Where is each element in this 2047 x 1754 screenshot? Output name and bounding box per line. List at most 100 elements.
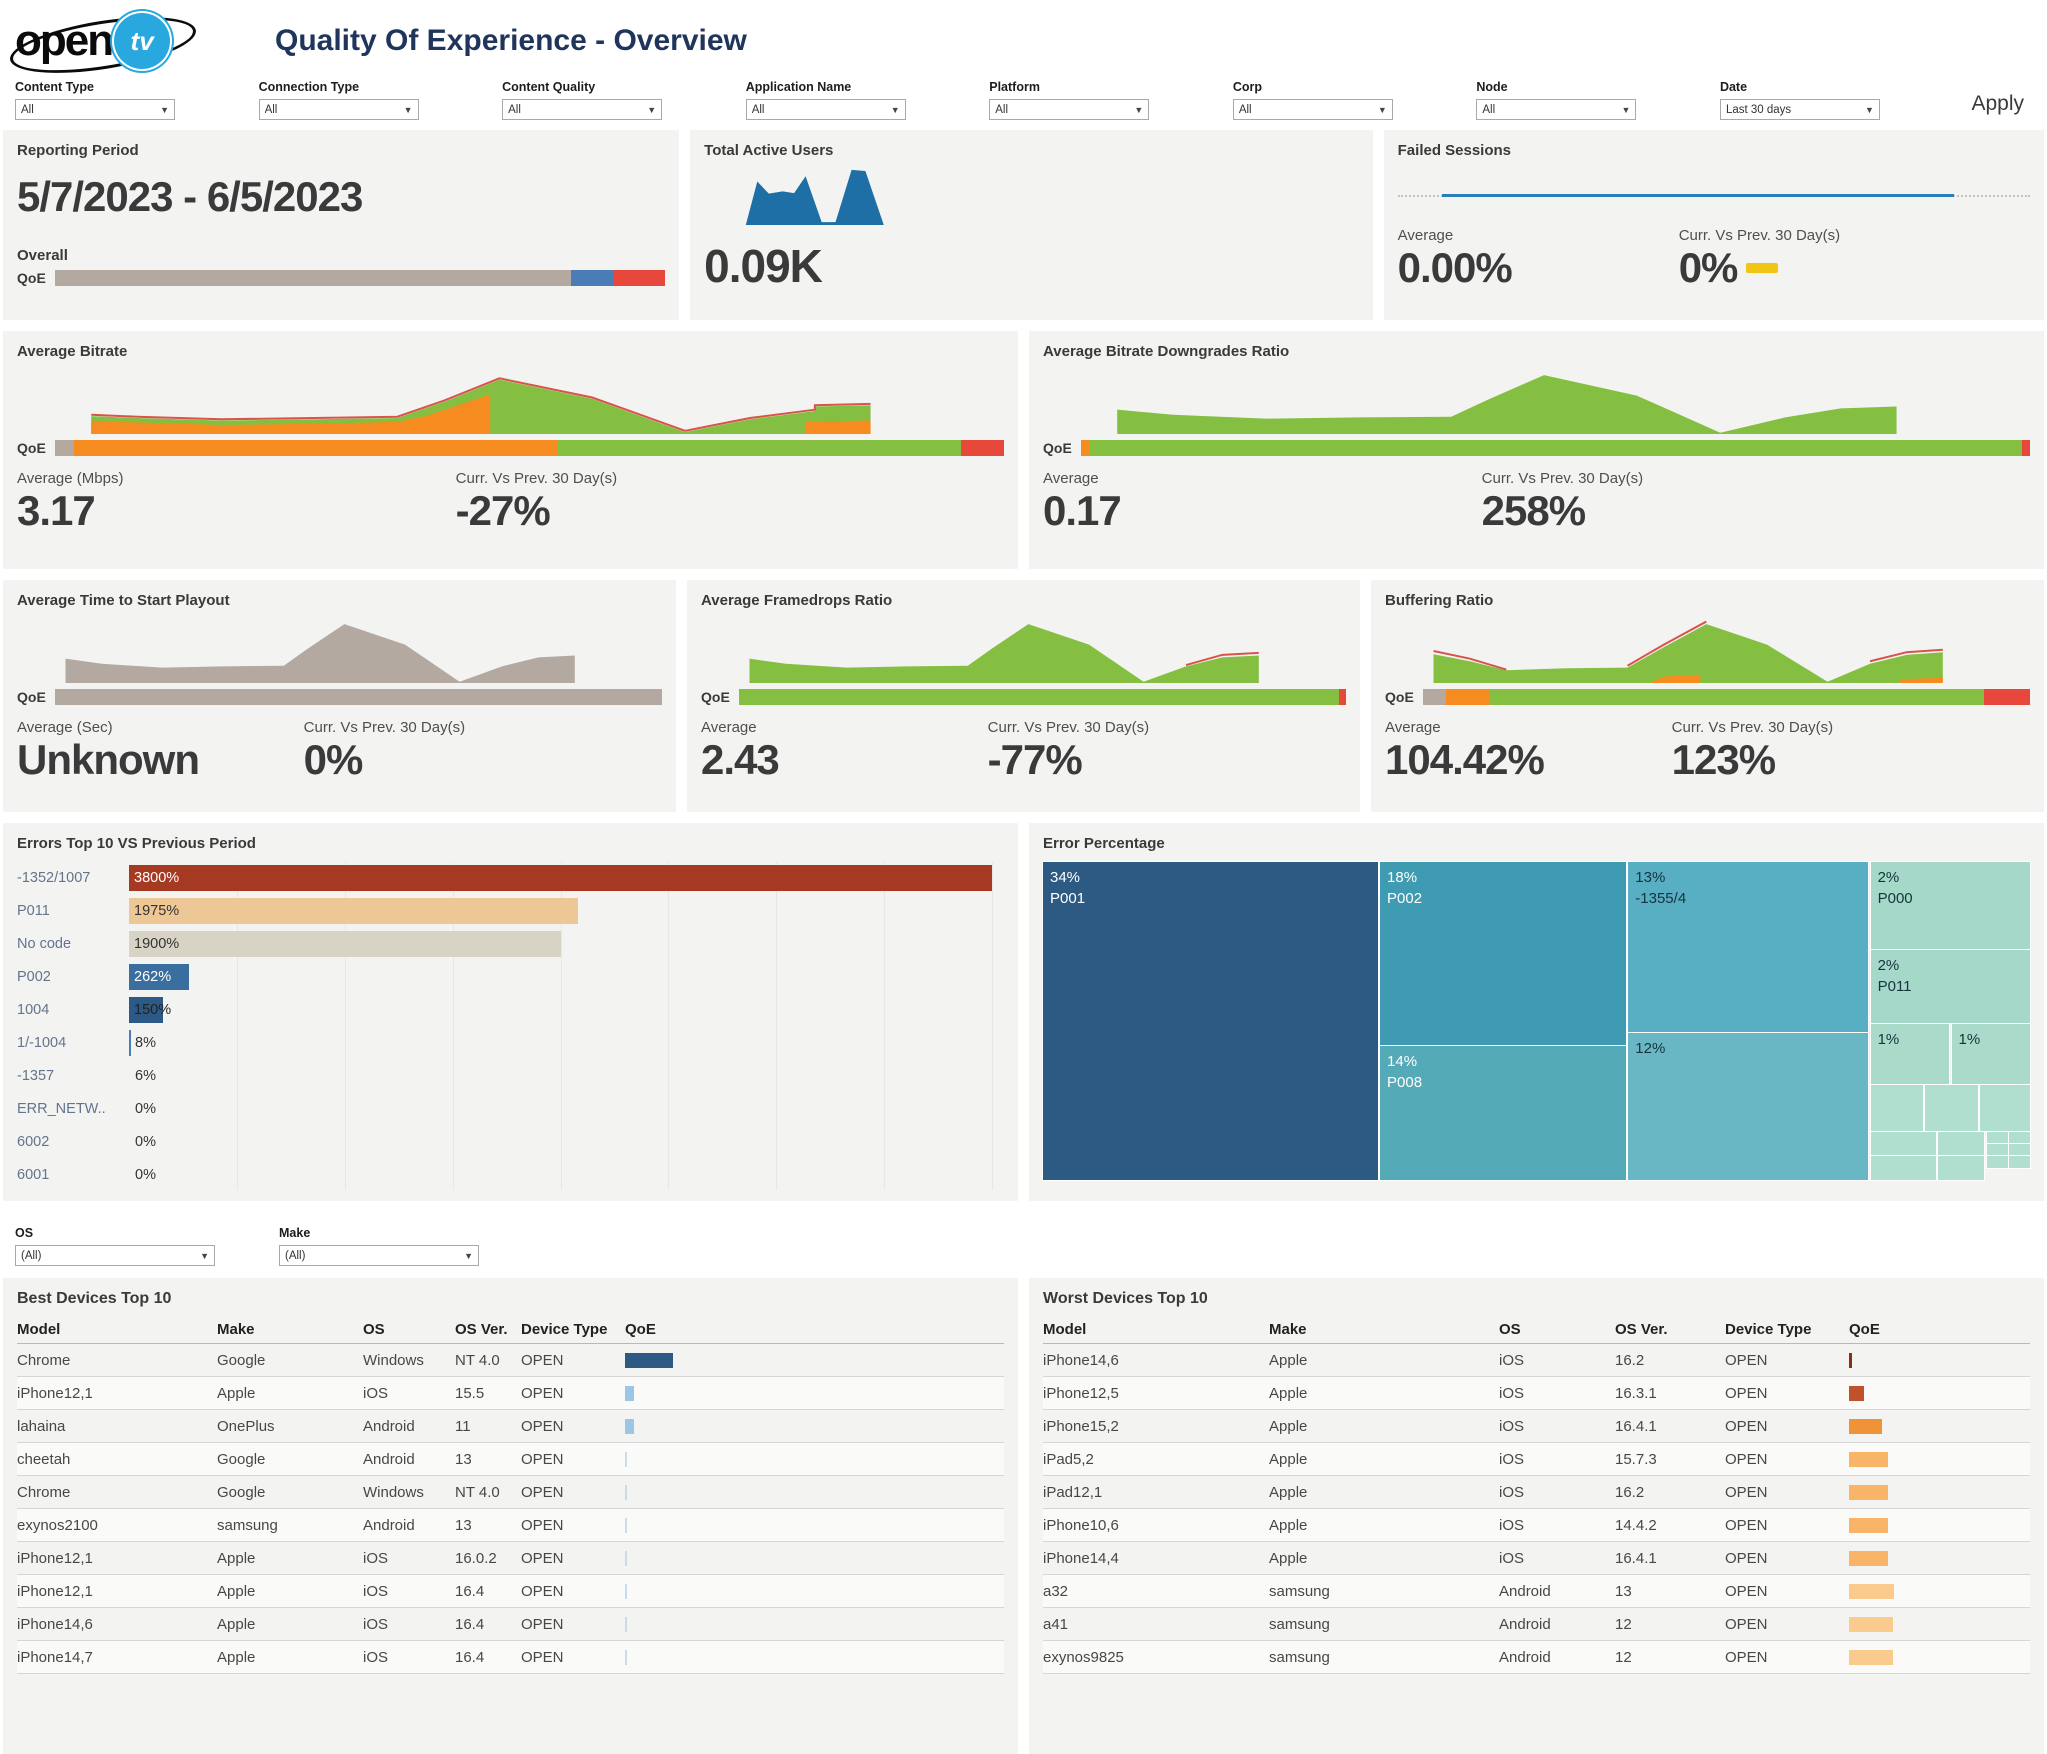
- column-header-os[interactable]: OS: [363, 1321, 455, 1338]
- table-row[interactable]: iPhone10,6AppleiOS14.4.2OPEN: [1043, 1509, 2030, 1542]
- error-bar-row[interactable]: 60010%: [17, 1159, 1004, 1192]
- error-bar-row[interactable]: -1352/10073800%: [17, 862, 1004, 895]
- error-bar-row[interactable]: 60020%: [17, 1126, 1004, 1159]
- kpi-row-3: Average Time to Start PlayoutQoEAverage …: [3, 580, 2044, 812]
- treemap-cell-small[interactable]: [1987, 1132, 2009, 1143]
- table-row[interactable]: iPhone14,4AppleiOS16.4.1OPEN: [1043, 1542, 2030, 1575]
- error-bar-row[interactable]: No code1900%: [17, 928, 1004, 961]
- error-bar-row[interactable]: ERR_NETW..0%: [17, 1093, 1004, 1126]
- delta-value: 0%: [1679, 244, 1738, 292]
- treemap-cell-P002[interactable]: 18%P002: [1380, 862, 1626, 1045]
- error-bar-row[interactable]: P002262%: [17, 961, 1004, 994]
- table-row[interactable]: iPhone14,6AppleiOS16.4OPEN: [17, 1608, 1004, 1641]
- column-header-device-type[interactable]: Device Type: [1725, 1321, 1849, 1338]
- treemap-cell--1355/4[interactable]: 13%-1355/4: [1628, 862, 1868, 1032]
- treemap-cell-small[interactable]: [1871, 1132, 1936, 1156]
- sparkline-area: [1117, 375, 1896, 434]
- column-header-os-ver[interactable]: OS Ver.: [1615, 1321, 1725, 1338]
- table-row[interactable]: cheetahGoogleAndroid13OPEN: [17, 1443, 1004, 1476]
- treemap-cell-P000[interactable]: 2%P000: [1871, 862, 2030, 949]
- error-bar-row[interactable]: 1004150%: [17, 994, 1004, 1027]
- treemap-cell-small[interactable]: [2009, 1132, 2030, 1143]
- table-row[interactable]: iPhone14,7AppleiOS16.4OPEN: [17, 1641, 1004, 1674]
- column-header-os-ver[interactable]: OS Ver.: [455, 1321, 521, 1338]
- failed-sessions-sparkline: [1398, 167, 2030, 225]
- column-header-os[interactable]: OS: [1499, 1321, 1615, 1338]
- error-bar[interactable]: [129, 898, 578, 924]
- error-bar-row[interactable]: P0111975%: [17, 895, 1004, 928]
- column-header-model[interactable]: Model: [1043, 1321, 1269, 1338]
- filter-dropdown-node[interactable]: All: [1476, 99, 1636, 120]
- filter-dropdown-corp[interactable]: All: [1233, 99, 1393, 120]
- column-header-qoe[interactable]: QoE: [1849, 1321, 2030, 1338]
- table-row[interactable]: a32samsungAndroid13OPEN: [1043, 1575, 2030, 1608]
- treemap-cell-small[interactable]: [2009, 1144, 2030, 1155]
- qoe-bar: [625, 1551, 627, 1566]
- qoe-bar: [739, 689, 1346, 705]
- column-header-device-type[interactable]: Device Type: [521, 1321, 625, 1338]
- table-row[interactable]: exynos9825samsungAndroid12OPEN: [1043, 1641, 2030, 1674]
- column-header-model[interactable]: Model: [17, 1321, 217, 1338]
- table-row[interactable]: iPhone12,5AppleiOS16.3.1OPEN: [1043, 1377, 2030, 1410]
- filter-dropdown-platform[interactable]: All: [989, 99, 1149, 120]
- table-row[interactable]: lahainaOnePlusAndroid11OPEN: [17, 1410, 1004, 1443]
- treemap-cell-1%[interactable]: 1%: [1952, 1024, 2030, 1084]
- filter-dropdown-connection-type[interactable]: All: [259, 99, 419, 120]
- table-row[interactable]: iPhone12,1AppleiOS16.4OPEN: [17, 1575, 1004, 1608]
- delta-label: Curr. Vs Prev. 30 Day(s): [1482, 470, 2030, 487]
- cell-os_ver: 16.4.1: [1615, 1418, 1725, 1435]
- cell-os_ver: 16.4: [455, 1616, 521, 1633]
- error-value-label: 0%: [135, 1134, 156, 1150]
- column-header-qoe[interactable]: QoE: [625, 1321, 1004, 1338]
- treemap-cell-P001[interactable]: 34%P001: [1043, 862, 1378, 1180]
- filter-dropdown-content-quality[interactable]: All: [502, 99, 662, 120]
- apply-button[interactable]: Apply: [1964, 92, 2033, 116]
- column-header-make[interactable]: Make: [217, 1321, 363, 1338]
- table-row[interactable]: ChromeGoogleWindowsNT 4.0OPEN: [17, 1476, 1004, 1509]
- treemap-cell-small[interactable]: [1938, 1132, 1983, 1156]
- treemap-cell-small[interactable]: [2009, 1156, 2030, 1168]
- treemap-cell-P008[interactable]: 14%P008: [1380, 1046, 1626, 1180]
- treemap-cell-small[interactable]: [1925, 1085, 1977, 1131]
- table-row[interactable]: a41samsungAndroid12OPEN: [1043, 1608, 2030, 1641]
- treemap-cell-small[interactable]: [1980, 1085, 2030, 1131]
- error-bar[interactable]: [129, 1030, 131, 1056]
- cell-os: Windows: [363, 1352, 455, 1369]
- cell-model: exynos2100: [17, 1517, 217, 1534]
- table-row[interactable]: iPhone15,2AppleiOS16.4.1OPEN: [1043, 1410, 2030, 1443]
- filter-dropdown-content-type[interactable]: All: [15, 99, 175, 120]
- treemap-cell-P011[interactable]: 2%P011: [1871, 950, 2030, 1023]
- table-row[interactable]: iPhone12,1AppleiOS15.5OPEN: [17, 1377, 1004, 1410]
- treemap-cell-small[interactable]: [1987, 1144, 2009, 1155]
- treemap-cell-small[interactable]: [1938, 1156, 1983, 1180]
- filter-dropdown-application-name[interactable]: All: [746, 99, 906, 120]
- error-bar-row[interactable]: -13576%: [17, 1060, 1004, 1093]
- error-value-label: 262%: [134, 969, 171, 985]
- delta: 123%: [1672, 736, 2030, 784]
- cell-os: iOS: [1499, 1352, 1615, 1369]
- column-header-make[interactable]: Make: [1269, 1321, 1499, 1338]
- table-row[interactable]: iPad12,1AppleiOS16.2OPEN: [1043, 1476, 2030, 1509]
- error-bar-row[interactable]: 1/-10048%: [17, 1027, 1004, 1060]
- qoe-bar: [625, 1617, 627, 1632]
- table-row[interactable]: iPhone12,1AppleiOS16.0.2OPEN: [17, 1542, 1004, 1575]
- treemap-cell-small[interactable]: [1871, 1156, 1936, 1180]
- cell-qoe: [1849, 1353, 2030, 1368]
- treemap-cell-pct: 2%: [1878, 867, 2023, 888]
- table-row[interactable]: iPad5,2AppleiOS15.7.3OPEN: [1043, 1443, 2030, 1476]
- table-row[interactable]: ChromeGoogleWindowsNT 4.0OPEN: [17, 1344, 1004, 1377]
- filter-dropdown-make[interactable]: (All): [279, 1245, 479, 1266]
- filter-dropdown-date[interactable]: Last 30 days: [1720, 99, 1880, 120]
- table-row[interactable]: exynos2100samsungAndroid13OPEN: [17, 1509, 1004, 1542]
- treemap-cell-1%[interactable]: 1%: [1871, 1024, 1949, 1084]
- cell-os_ver: 16.3.1: [1615, 1385, 1725, 1402]
- treemap-cell-small[interactable]: [1871, 1085, 1923, 1131]
- kpi-stats: Average2.43Curr. Vs Prev. 30 Day(s)-77%: [701, 719, 1346, 784]
- table-row[interactable]: iPhone14,6AppleiOS16.2OPEN: [1043, 1344, 2030, 1377]
- error-bar[interactable]: [129, 931, 561, 957]
- filter-dropdown-os[interactable]: (All): [15, 1245, 215, 1266]
- treemap-cell-small[interactable]: [1987, 1156, 2009, 1168]
- error-bar[interactable]: [129, 865, 992, 891]
- qoe-bar: [1849, 1485, 1888, 1500]
- treemap-cell-12%[interactable]: 12%: [1628, 1033, 1868, 1180]
